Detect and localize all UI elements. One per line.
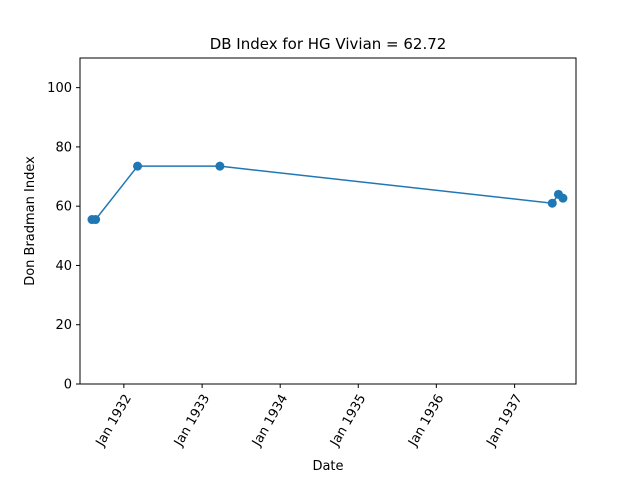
series-line: [91, 165, 564, 221]
x-tick-label: Jan 1936: [405, 392, 447, 450]
data-point: [547, 198, 557, 208]
data-point: [133, 161, 143, 171]
x-tick-label: Jan 1932: [93, 392, 135, 450]
y-tick-label: 20: [55, 318, 72, 333]
data-point: [215, 161, 225, 171]
y-tick-label: 40: [55, 259, 72, 274]
chart-title: DB Index for HG Vivian = 62.72: [210, 35, 447, 53]
x-axis-label: Date: [312, 459, 343, 474]
y-tick-label: 0: [64, 378, 72, 393]
y-tick-label: 60: [55, 200, 72, 215]
x-tick-label: Jan 1937: [484, 392, 526, 450]
x-tick-label: Jan 1933: [171, 392, 213, 450]
y-tick-label: 100: [47, 81, 72, 96]
data-point: [558, 193, 568, 203]
y-tick-label: 80: [55, 140, 72, 155]
plot-frame: [79, 57, 577, 385]
data-point: [91, 215, 101, 225]
x-tick-label: Jan 1935: [327, 392, 369, 450]
x-tick-label: Jan 1934: [249, 392, 291, 450]
y-axis-label: Don Bradman Index: [23, 156, 38, 286]
